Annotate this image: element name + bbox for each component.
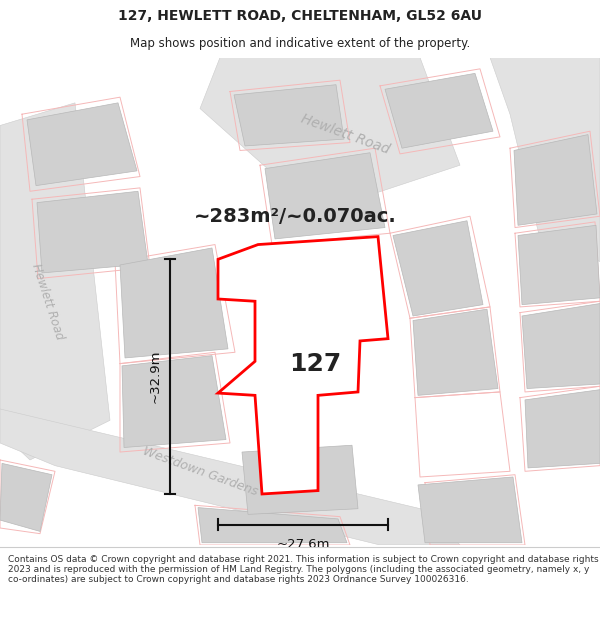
- Text: Hewlett Road: Hewlett Road: [299, 112, 391, 157]
- Text: Westdown Gardens: Westdown Gardens: [140, 444, 259, 498]
- Text: Map shows position and indicative extent of the property.: Map shows position and indicative extent…: [130, 37, 470, 49]
- Polygon shape: [385, 73, 493, 148]
- Polygon shape: [522, 304, 600, 389]
- Polygon shape: [120, 248, 228, 358]
- Polygon shape: [413, 309, 498, 396]
- Polygon shape: [393, 221, 483, 316]
- Text: ~32.9m: ~32.9m: [149, 350, 162, 403]
- Polygon shape: [27, 103, 137, 186]
- Text: 127, HEWLETT ROAD, CHELTENHAM, GL52 6AU: 127, HEWLETT ROAD, CHELTENHAM, GL52 6AU: [118, 9, 482, 23]
- Polygon shape: [122, 356, 226, 447]
- Polygon shape: [218, 237, 388, 494]
- Text: Hewlett Road: Hewlett Road: [29, 261, 67, 341]
- Polygon shape: [518, 225, 600, 304]
- Polygon shape: [242, 445, 358, 514]
- Text: Contains OS data © Crown copyright and database right 2021. This information is : Contains OS data © Crown copyright and d…: [8, 554, 598, 584]
- Text: 127: 127: [289, 352, 341, 376]
- Text: ~27.6m: ~27.6m: [276, 538, 330, 551]
- Polygon shape: [0, 103, 110, 460]
- Polygon shape: [0, 409, 460, 545]
- Polygon shape: [514, 134, 597, 225]
- Polygon shape: [234, 85, 344, 146]
- Polygon shape: [490, 58, 600, 262]
- Polygon shape: [200, 58, 460, 205]
- Polygon shape: [265, 152, 385, 239]
- Polygon shape: [418, 477, 522, 542]
- Polygon shape: [525, 389, 600, 468]
- Polygon shape: [0, 463, 52, 531]
- Polygon shape: [37, 191, 148, 273]
- Polygon shape: [198, 508, 347, 542]
- Text: ~283m²/~0.070ac.: ~283m²/~0.070ac.: [194, 207, 397, 226]
